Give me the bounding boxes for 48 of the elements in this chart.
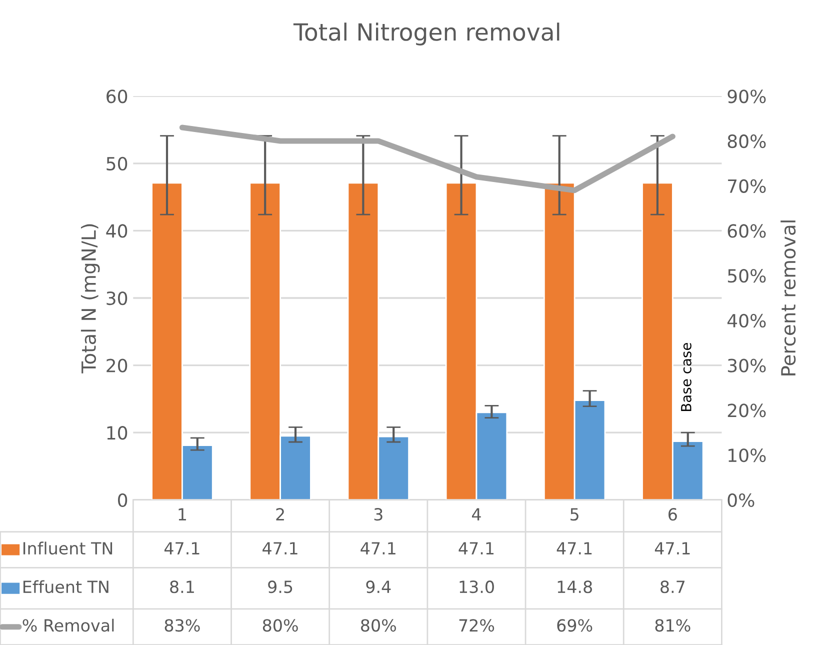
y2-tick-label: 0%: [728, 493, 754, 507]
data-label: 47.1: [556, 542, 592, 554]
data-label: 8.1: [170, 580, 194, 594]
data-label: 47.1: [164, 542, 200, 554]
y-tick-label: 20: [106, 358, 128, 372]
x-tick-label: 5: [570, 508, 578, 521]
y-tick-label: 50: [106, 156, 128, 171]
data-label: 69%: [557, 619, 592, 632]
x-tick-label: 1: [178, 508, 186, 520]
data-label: 72%: [459, 619, 494, 632]
x-tick-label: 6: [668, 508, 677, 521]
data-label: 9.5: [268, 580, 292, 594]
y-axis-title: Total N (mgN/L): [80, 224, 100, 374]
legend-label: % Removal: [22, 618, 114, 632]
y2-tick-label: 10%: [728, 448, 766, 462]
data-label: 47.1: [458, 542, 494, 554]
chart-title: Total Nitrogen removal: [293, 22, 560, 46]
y-tick-label: 60: [106, 90, 128, 104]
y2-tick-label: 70%: [728, 179, 766, 193]
legend-label: Effuent TN: [23, 580, 108, 594]
y2-tick-label: 60%: [728, 224, 766, 238]
y2-tick-label: 30%: [728, 358, 766, 372]
y2-tick-label: 40%: [727, 314, 766, 328]
x-tick-label: 4: [472, 508, 481, 520]
data-label: 80%: [361, 619, 396, 632]
y2-tick-label: 50%: [728, 269, 766, 283]
x-tick-label: 2: [276, 508, 284, 520]
data-label: 9.4: [366, 580, 391, 594]
data-label: 8.7: [660, 580, 684, 594]
y2-tick-label: 20%: [728, 404, 766, 418]
y2-axis-title: Percent removal: [780, 220, 796, 376]
y-tick-label: 10: [107, 426, 128, 440]
data-label: 81%: [655, 619, 690, 632]
data-label: 14.8: [558, 580, 592, 594]
legend-label: Influent TN: [23, 542, 112, 555]
data-label: 13.0: [460, 580, 494, 594]
data-label: 47.1: [654, 542, 690, 554]
y-tick-label: 40: [106, 224, 128, 238]
data-label: 83%: [164, 619, 200, 632]
data-label: 80%: [262, 619, 298, 632]
y2-tick-label: 80%: [728, 134, 766, 148]
y-tick-label: 30: [106, 291, 128, 306]
data-label: 47.1: [262, 542, 298, 554]
annotation: Base case: [681, 342, 692, 412]
x-tick-label: 3: [374, 508, 382, 521]
data-label: 47.1: [360, 542, 396, 554]
y2-tick-label: 90%: [728, 90, 766, 104]
y-tick-label: 0: [118, 493, 128, 507]
